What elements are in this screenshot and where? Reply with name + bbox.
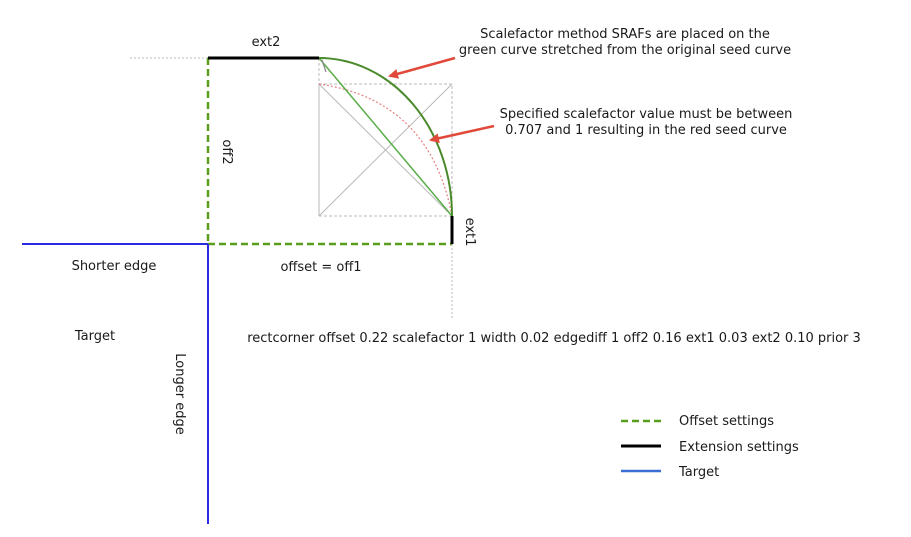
off2-label: off2 — [219, 139, 234, 164]
annotation-scalefactor-range-line2: 0.707 and 1 resulting in the red seed cu… — [505, 123, 787, 138]
legend-extension-label: Extension settings — [679, 440, 799, 455]
annotation-scalefactor-method-line1: Scalefactor method SRAFs are placed on t… — [480, 27, 770, 42]
command-text: rectcorner offset 0.22 scalefactor 1 wid… — [247, 331, 861, 346]
legend-target-label: Target — [678, 465, 719, 480]
ext1-label: ext1 — [462, 218, 477, 247]
green-sraf-curve — [318, 57, 453, 217]
legend-offset-label: Offset settings — [679, 414, 774, 429]
arrow-to-red-curve — [429, 124, 495, 144]
offset-lines — [206, 58, 452, 246]
green-chord — [318, 57, 453, 217]
offset-label: offset = off1 — [280, 260, 361, 275]
ext2-label: ext2 — [252, 35, 281, 50]
small-gray-pointer — [321, 59, 327, 73]
legend: Offset settings Extension settings Targe… — [621, 414, 799, 480]
arrow-to-green-curve — [388, 56, 456, 79]
annotation-scalefactor-range-line1: Specified scalefactor value must be betw… — [500, 107, 793, 122]
shorter-edge-label: Shorter edge — [72, 259, 157, 274]
longer-edge-label: Longer edge — [172, 353, 187, 434]
diagonal-guide-2 — [318, 83, 453, 217]
annotation-scalefactor-method-line2: green curve stretched from the original … — [459, 43, 791, 58]
target-label: Target — [74, 329, 115, 344]
guide-lines — [130, 57, 453, 318]
